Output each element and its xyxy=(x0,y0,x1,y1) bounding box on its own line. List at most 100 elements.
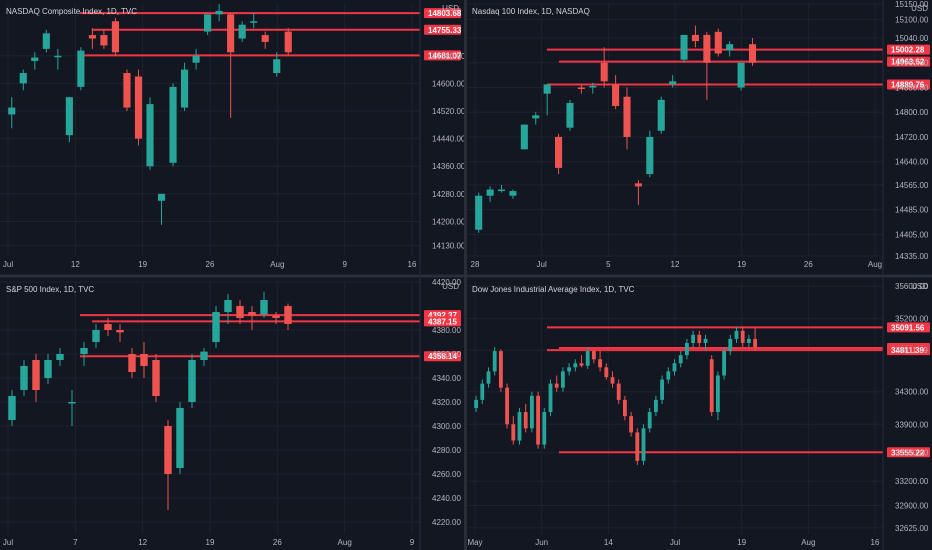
chart-panel-nasdaq-100[interactable]: 15002.28 14963.62 14889.76 14335.00 14405.0… xyxy=(467,0,932,274)
y-tick-label: 4380.00 xyxy=(432,326,461,335)
candle-body xyxy=(56,354,64,360)
price-level-tag xyxy=(887,56,930,67)
candle-body xyxy=(486,371,491,384)
candle-body xyxy=(691,34,699,42)
y-tick-label: 35600.00 xyxy=(895,282,929,291)
candle-body xyxy=(212,312,220,342)
y-tick-label: 14680.00 xyxy=(432,52,466,61)
price-level-label: 35091.56 xyxy=(891,323,925,332)
x-tick-label: 19 xyxy=(206,538,215,547)
x-tick-label: 26 xyxy=(206,260,215,269)
candle-body xyxy=(680,34,688,60)
x-tick-label: Aug xyxy=(801,538,815,547)
candle-body xyxy=(509,191,517,196)
price-level-label: 4392.37 xyxy=(428,311,457,320)
y-tick-label: 35200.00 xyxy=(895,315,929,324)
candle-body xyxy=(134,76,143,139)
candle-body xyxy=(475,195,483,230)
candle-body xyxy=(746,338,751,343)
candle-body xyxy=(474,399,479,408)
candle-body xyxy=(238,24,246,39)
x-tick-label: 14 xyxy=(604,538,613,547)
x-tick-label: 26 xyxy=(273,538,282,547)
panel-background xyxy=(0,278,463,550)
candle-body xyxy=(647,412,652,429)
candle-body xyxy=(672,363,677,372)
price-level-tag xyxy=(424,24,461,35)
candle-body xyxy=(498,351,503,388)
candle-body xyxy=(753,338,758,348)
currency-label: USD xyxy=(442,4,459,13)
candle-body xyxy=(517,412,522,441)
x-tick-label: 7 xyxy=(73,538,78,547)
candle-body xyxy=(548,383,553,413)
candle-body xyxy=(634,183,642,187)
candle-body xyxy=(536,395,541,445)
candle-body xyxy=(123,73,131,108)
x-tick-label: Jul xyxy=(3,260,13,269)
candle-body xyxy=(146,104,154,167)
candle-body xyxy=(616,383,621,400)
candle-body xyxy=(32,360,40,390)
candle-body xyxy=(128,354,136,372)
price-level-tag xyxy=(887,447,930,458)
price-level-label: 14681.07 xyxy=(428,51,462,60)
y-tick-label: 32900.00 xyxy=(895,502,929,511)
price-level-label: 14963.62 xyxy=(891,58,925,67)
candle-body xyxy=(224,300,232,312)
x-tick-label: 19 xyxy=(138,260,147,269)
price-level-tag xyxy=(887,345,930,356)
y-tick-label: 14600.00 xyxy=(432,79,466,88)
x-tick-label: Aug xyxy=(338,538,352,547)
price-level-tag xyxy=(887,44,930,55)
candle-body xyxy=(248,312,256,316)
candle-body xyxy=(669,81,677,85)
y-tick-label: 14800.00 xyxy=(895,108,929,117)
candle-body xyxy=(748,44,757,63)
candle-body xyxy=(505,387,510,425)
price-level-label: 14803.68 xyxy=(428,9,462,18)
candle-body xyxy=(726,44,734,51)
y-tick-label: 14520.00 xyxy=(432,107,466,116)
candle-body xyxy=(691,334,696,343)
x-tick-label: Jun xyxy=(535,538,548,547)
candle-body xyxy=(272,315,280,318)
y-tick-label: 14280.00 xyxy=(432,190,466,199)
candle-body xyxy=(88,35,96,39)
y-tick-label: 14485.00 xyxy=(895,206,929,215)
chart-panel-nasdaq-composite[interactable]: 14803.68 14755.33 14681.07 14130.00 14200.0… xyxy=(0,0,466,274)
currency-label: USD xyxy=(911,282,928,291)
candle-body xyxy=(100,35,108,46)
y-tick-label: 4280.00 xyxy=(432,446,461,455)
candle-body xyxy=(604,367,609,378)
candle-body xyxy=(566,102,574,128)
y-tick-label: 14960.00 xyxy=(895,59,929,68)
y-tick-label: 4260.00 xyxy=(432,470,461,479)
candle-body xyxy=(703,34,711,63)
chart-title: Nasdaq 100 Index, 1D, NASDAQ xyxy=(472,7,590,16)
candle-body xyxy=(80,348,88,354)
x-tick-label: Aug xyxy=(868,260,882,269)
chart-title: Dow Jones Industrial Average Index, 1D, … xyxy=(472,285,635,294)
x-tick-label: 19 xyxy=(737,538,746,547)
candle-body xyxy=(646,136,654,175)
x-tick-label: Jul xyxy=(3,538,13,547)
x-tick-label: 9 xyxy=(410,538,415,547)
candle-body xyxy=(497,189,506,192)
price-level-label: 15002.28 xyxy=(891,46,925,55)
x-tick-label: 12 xyxy=(71,260,80,269)
price-level-label: 14889.76 xyxy=(891,80,925,89)
price-level-tag xyxy=(887,322,930,333)
y-tick-label: 14130.00 xyxy=(432,242,466,251)
y-tick-label: 4360.00 xyxy=(432,350,461,359)
candle-body xyxy=(520,124,528,150)
x-tick-label: 9 xyxy=(342,260,347,269)
x-tick-label: Aug xyxy=(270,260,284,269)
currency-label: USD xyxy=(442,282,459,291)
candle-body xyxy=(657,99,665,131)
candle-body xyxy=(188,360,196,402)
y-tick-label: 14360.00 xyxy=(432,162,466,171)
candle-body xyxy=(697,334,702,343)
